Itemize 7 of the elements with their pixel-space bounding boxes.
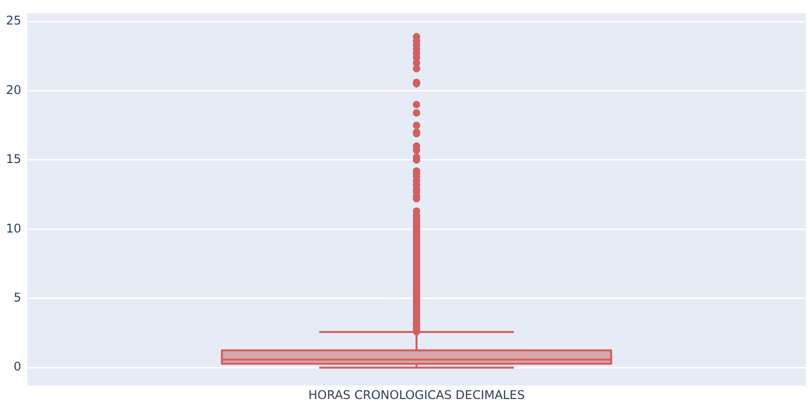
- y-tick-label: 15: [6, 152, 22, 166]
- y-tick-label: 20: [6, 82, 22, 97]
- y-tick-label: 25: [6, 14, 22, 28]
- y-tick-label: 0: [14, 360, 22, 374]
- x-tick-label: HORAS CRONOLOGICAS DECIMALES: [308, 388, 525, 402]
- y-tick-label: 5: [14, 290, 22, 305]
- y-tick-label: 10: [6, 221, 22, 236]
